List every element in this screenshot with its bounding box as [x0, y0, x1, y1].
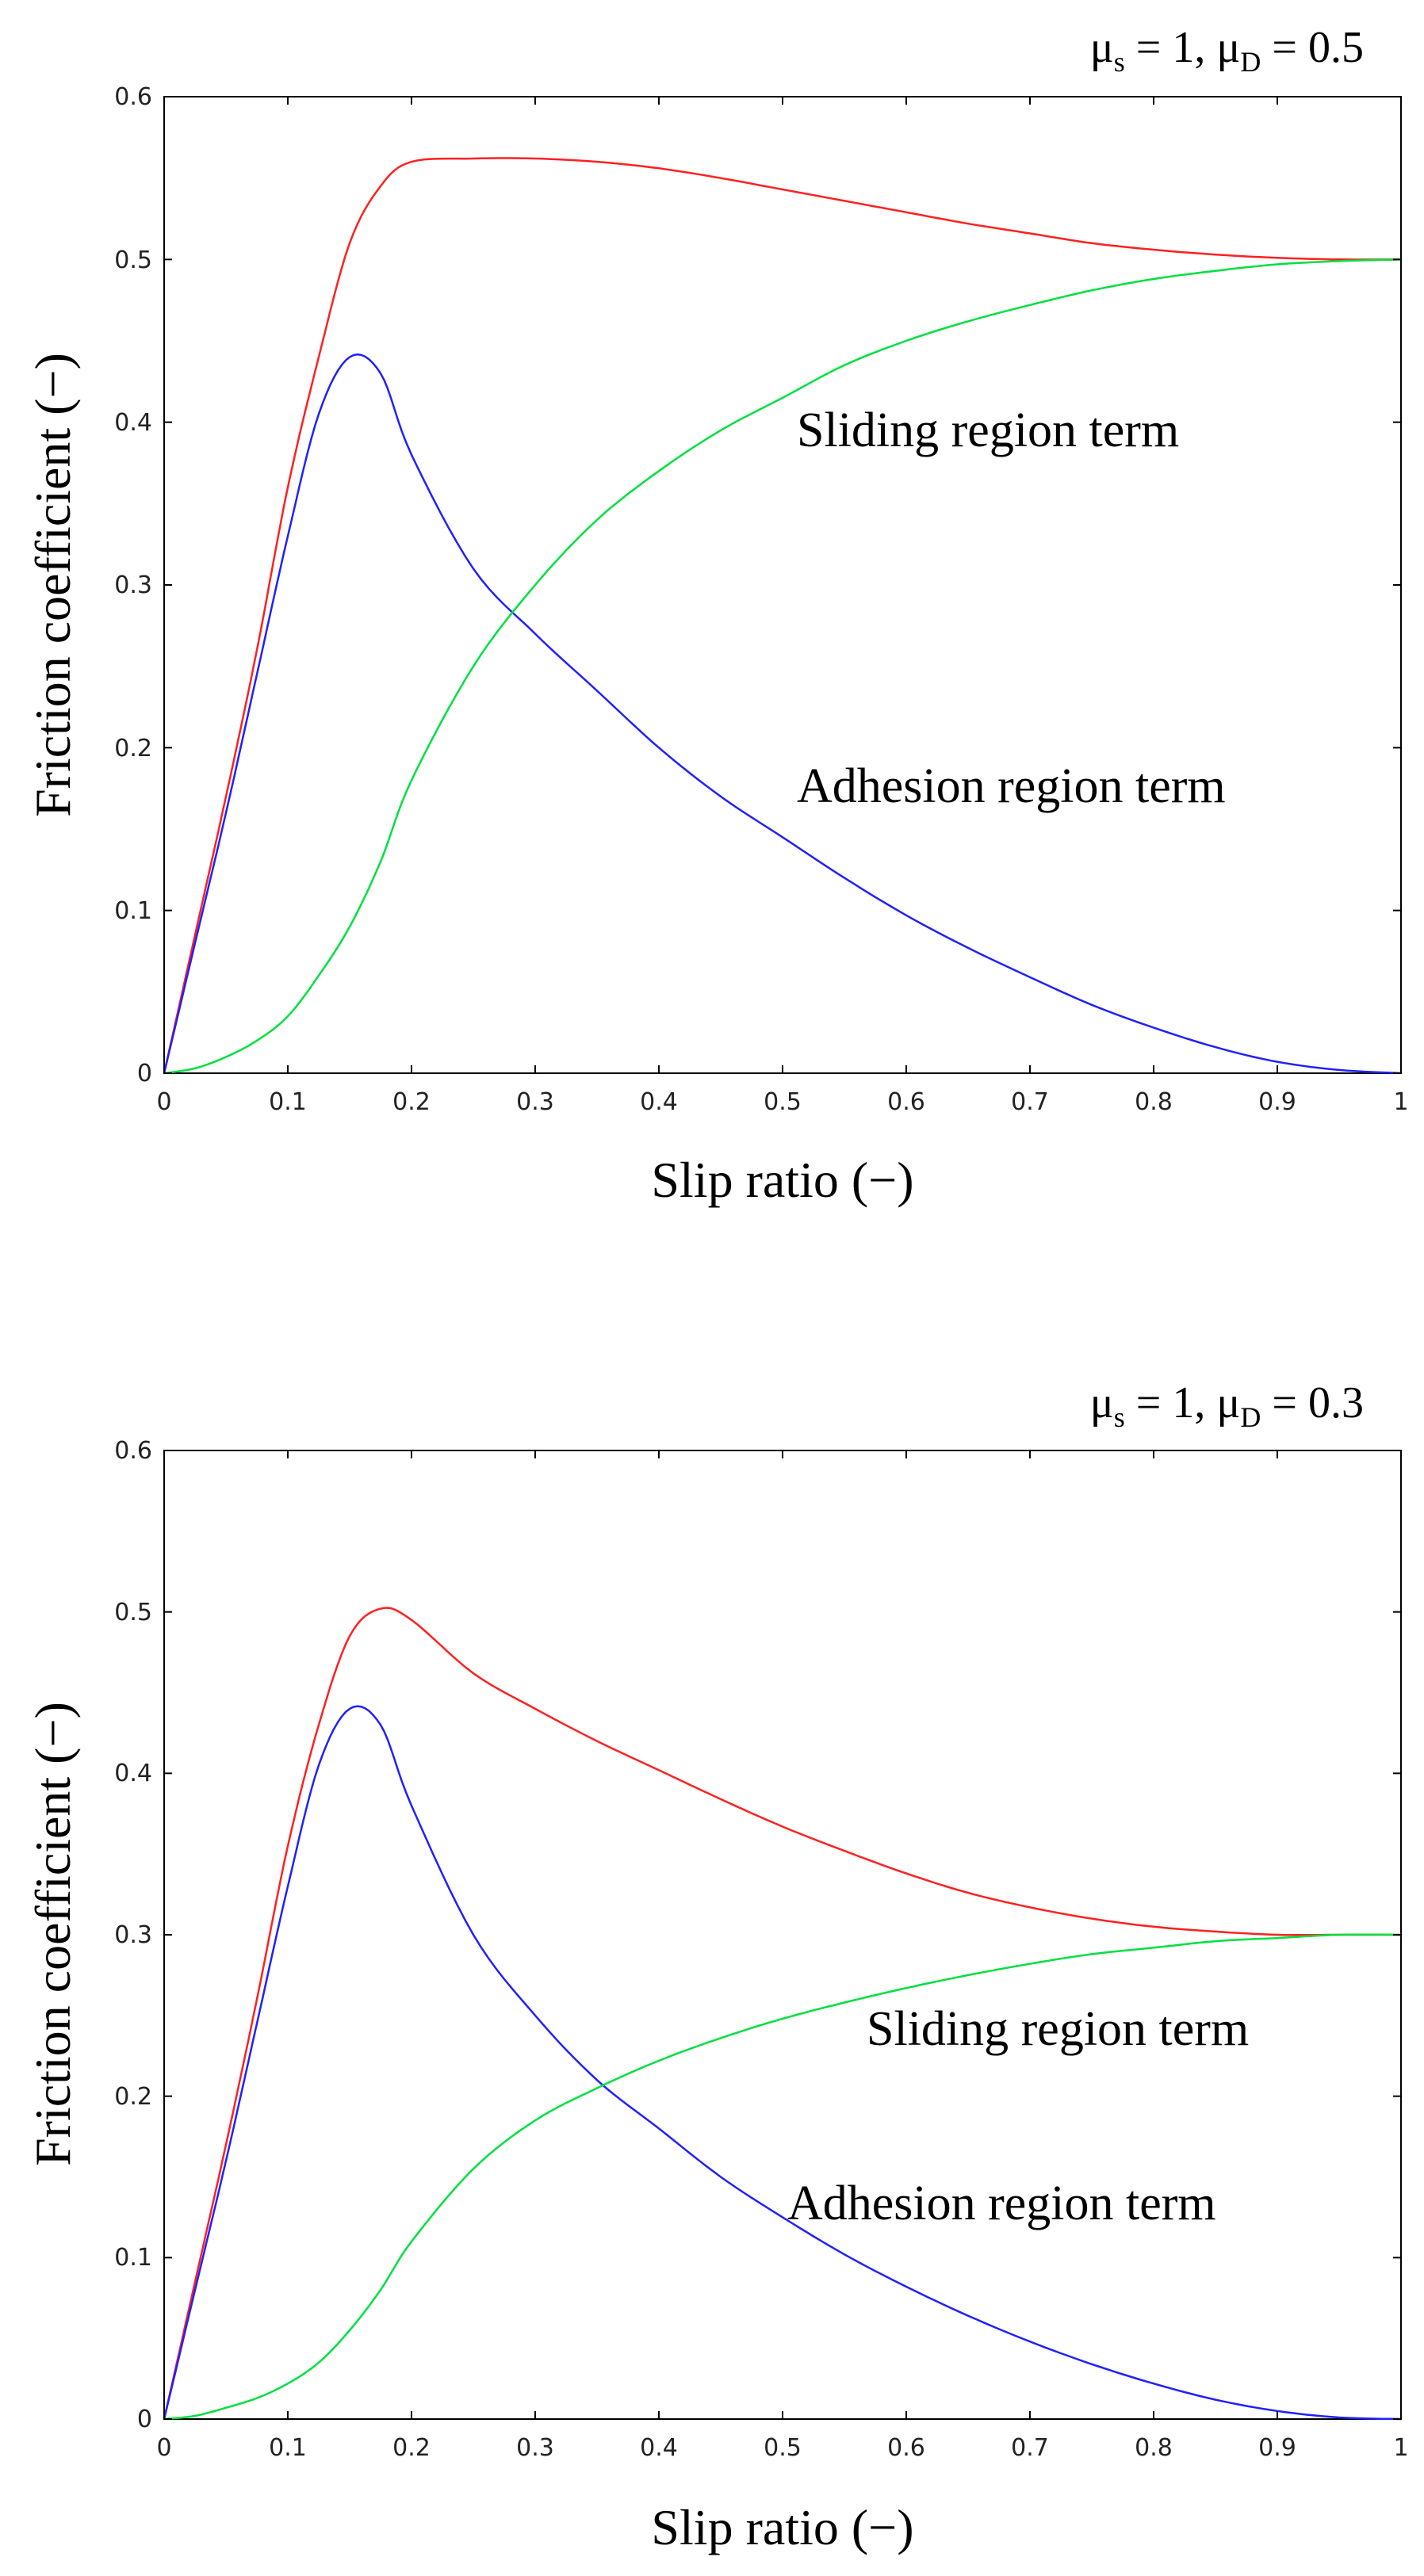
chart-1-xtick-labels: 0 0.1 0.2 0.3 0.4 0.5 0.6 0.7 0.8 0.9 1	[156, 1088, 1408, 1116]
chart-1-xtick-label: 0.1	[269, 1088, 307, 1116]
chart-2-ytick-label: 0	[137, 2406, 152, 2433]
chart-1-series-lines	[163, 157, 1402, 1075]
chart-2-xtick-label: 0.2	[392, 2434, 431, 2462]
chart-2-xtick-label: 1	[1393, 2434, 1408, 2462]
chart-1-ytick-label: 0.1	[114, 897, 152, 925]
chart-1-ytick-label: 0.3	[114, 571, 152, 599]
chart-1-ytick-label: 0	[137, 1060, 152, 1087]
chart-2-series-lines	[163, 1607, 1402, 2421]
chart-2-xtick-label: 0.1	[269, 2434, 307, 2462]
chart-2-ytick-label: 0.6	[114, 1437, 152, 1465]
chart-2-annotation-sliding: Sliding region term	[867, 2002, 1249, 2056]
chart-2: μs = 1, μD = 0.3 0 0.1 0.2 0.3 0.4 0.5 0…	[25, 1378, 1409, 2555]
chart-1-xtick-label: 0.8	[1135, 1088, 1173, 1116]
chart-1-series-adhesion	[163, 353, 1402, 1075]
chart-2-title: μs = 1, μD = 0.3	[1090, 1378, 1364, 1433]
chart-1-xtick-label: 0.5	[764, 1088, 802, 1116]
chart-1-annotation-sliding: Sliding region term	[797, 403, 1179, 457]
chart-2-xtick-label: 0.6	[887, 2434, 925, 2462]
chart-2-xtick-label: 0.8	[1135, 2434, 1173, 2462]
chart-2-ytick-label: 0.3	[114, 1921, 152, 1949]
chart-2-ytick-labels: 0 0.1 0.2 0.3 0.4 0.5 0.6	[114, 1437, 152, 2433]
chart-2-xtick-label: 0.7	[1011, 2434, 1049, 2462]
chart-1-annotation-adhesion: Adhesion region term	[797, 759, 1226, 813]
chart-1-tick-marks	[163, 96, 1402, 1074]
chart-2-tick-marks	[163, 1450, 1402, 2420]
chart-1-xtick-label: 0.9	[1258, 1088, 1296, 1116]
chart-1-ytick-label: 0.5	[114, 247, 152, 274]
chart-2-xtick-label: 0.4	[640, 2434, 678, 2462]
chart-2-ytick-label: 0.4	[114, 1760, 152, 1787]
chart-2-xtick-label: 0	[156, 2434, 171, 2462]
chart-1-xtick-label: 0.6	[887, 1088, 925, 1116]
chart-2-series-sliding	[163, 1933, 1401, 2421]
chart-1-xtick-label: 0.4	[640, 1088, 678, 1116]
chart-1-series-sliding	[163, 258, 1402, 1075]
chart-1-ytick-label: 0.6	[114, 83, 152, 111]
chart-2-ytick-label: 0.2	[114, 2083, 152, 2111]
chart-2-xtick-labels: 0 0.1 0.2 0.3 0.4 0.5 0.6 0.7 0.8 0.9 1	[156, 2434, 1408, 2462]
chart-1-xtick-label: 0.3	[516, 1088, 554, 1116]
chart-1-ytick-label: 0.2	[114, 735, 152, 762]
chart-1-y-axis-label: Friction coefficient (−)	[25, 353, 81, 817]
chart-1-xtick-label: 0.2	[392, 1088, 431, 1116]
chart-2-x-axis-label: Slip ratio (−)	[651, 2499, 913, 2555]
chart-1-series-total	[163, 157, 1401, 1074]
chart-2-series-total	[163, 1607, 1401, 2420]
chart-1-xtick-label: 0	[156, 1088, 171, 1116]
chart-2-xtick-label: 0.5	[764, 2434, 802, 2462]
chart-2-ytick-label: 0.1	[114, 2244, 152, 2272]
chart-1: μs = 1, μD = 0.5 0 0.1 0.2 0.3 0.4 0.5 0…	[25, 23, 1409, 1208]
chart-1-ytick-label: 0.4	[114, 409, 152, 437]
chart-2-series-adhesion	[163, 1705, 1402, 2421]
chart-2-xtick-label: 0.3	[516, 2434, 554, 2462]
chart-1-title: μs = 1, μD = 0.5	[1090, 23, 1364, 78]
chart-2-ytick-label: 0.5	[114, 1599, 152, 1626]
chart-1-xtick-label: 0.7	[1011, 1088, 1049, 1116]
chart-2-y-axis-label: Friction coefficient (−)	[25, 1702, 81, 2166]
chart-2-xtick-label: 0.9	[1258, 2434, 1296, 2462]
chart-1-x-axis-label: Slip ratio (−)	[651, 1152, 913, 1208]
chart-1-ytick-labels: 0 0.1 0.2 0.3 0.4 0.5 0.6	[114, 83, 152, 1087]
chart-1-xtick-label: 1	[1393, 1088, 1408, 1116]
chart-2-plot-frame	[163, 1450, 1402, 2420]
chart-2-annotation-adhesion: Adhesion region term	[787, 2177, 1216, 2230]
